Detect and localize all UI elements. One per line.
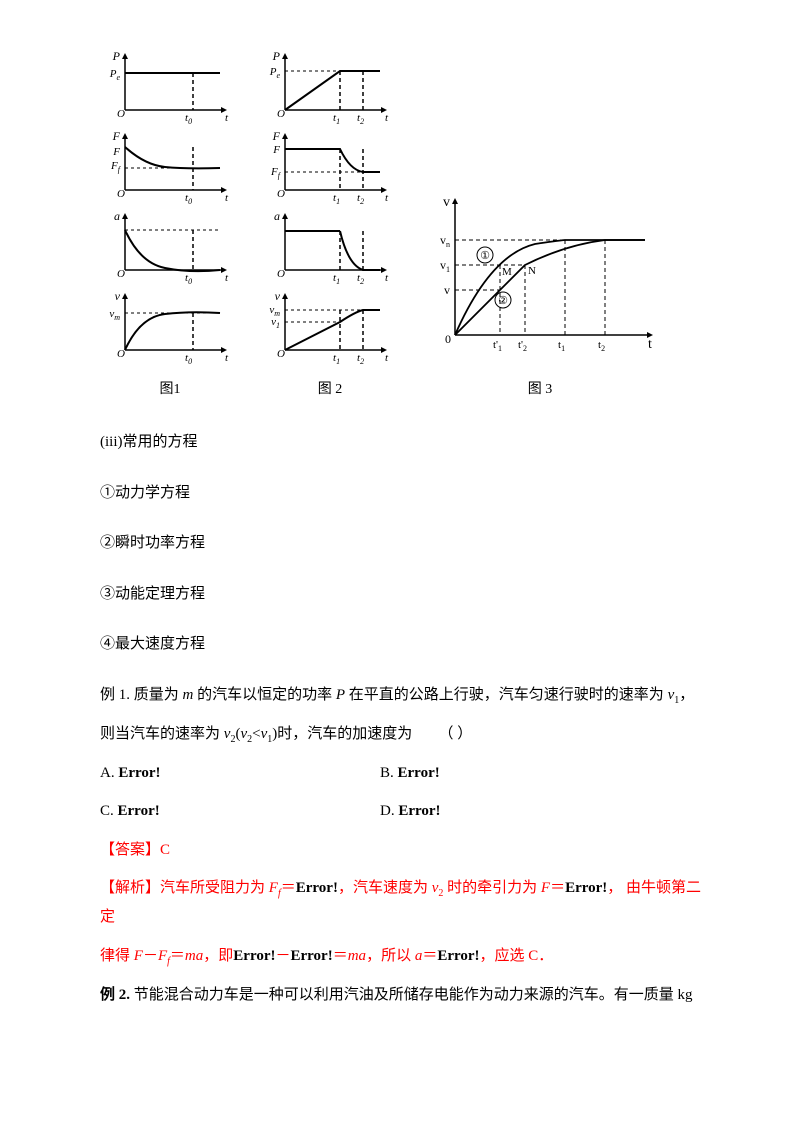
svg-text:t: t [385,192,389,204]
svg-text:O: O [277,188,285,200]
svg-text:v: v [443,195,450,210]
svg-text:t: t [385,112,389,124]
figures-row: P Pe O t t0 F F Ff O t [100,50,710,398]
svg-text:t: t [385,272,389,284]
example-1-line-1: 例 1. 质量为 m 的汽车以恒定的功率 P 在平直的公路上行驶，汽车匀速行驶时… [100,681,710,710]
svg-text:v: v [275,289,281,303]
svg-text:O: O [117,348,125,360]
svg-text:t: t [385,352,389,364]
svg-text:F: F [112,129,121,143]
svg-text:t1: t1 [333,352,340,366]
svg-text:Ff: Ff [270,166,282,180]
svg-text:t0: t0 [185,112,192,126]
svg-text:t2: t2 [357,352,364,366]
svg-text:v1: v1 [440,258,450,274]
svg-text:vm: vm [109,308,120,322]
svg-text:a: a [274,209,280,223]
svg-text:①: ① [480,250,490,262]
solution-line-1: 【解析】汽车所受阻力为 Ff＝Error!，汽车速度为 v2 时的牵引力为 F＝… [100,874,710,932]
solution-line-2: 律得 F－Ff＝ma，即Error!－Error!＝ma，所以 a＝Error!… [100,942,710,971]
figure-3: v t 0 vn v1 v t'1 t'2 t1 t2 [420,190,660,398]
svg-text:②: ② [498,295,508,307]
svg-text:v: v [115,289,121,303]
svg-text:F: F [272,144,280,156]
svg-text:P: P [112,50,121,63]
svg-text:0: 0 [445,332,451,346]
svg-text:O: O [117,268,125,280]
p-eq-2: ②瞬时功率方程 [100,529,710,558]
svg-text:t'2: t'2 [518,339,527,353]
svg-text:t0: t0 [185,192,192,206]
example-2: 例 2. 节能混合动力车是一种可以利用汽油及所储存电能作为动力来源的汽车。有一质… [100,981,710,1010]
svg-text:t0: t0 [185,272,192,286]
svg-text:t1: t1 [333,192,340,206]
svg-text:P: P [272,50,281,63]
svg-text:t: t [648,337,652,352]
example-1-line-2: 则当汽车的速率为 v2(v2<v1)时，汽车的加速度为 （ ） [100,720,710,749]
svg-text:F: F [272,129,281,143]
p-eq-3: ③动能定理方程 [100,580,710,609]
figure-1: P Pe O t t0 F F Ff O t [100,50,240,398]
figure-3-label: 图 3 [528,378,553,398]
svg-text:t1: t1 [558,339,565,353]
p-eq-4: ④最大速度方程 [100,630,710,659]
svg-text:N: N [528,265,536,277]
svg-text:vn: vn [440,233,450,249]
svg-text:O: O [117,108,125,120]
figure-2: P Pe O t t1 t2 F F Ff O t [260,50,400,398]
body-text: (iii)常用的方程 ①动力学方程 ②瞬时功率方程 ③动能定理方程 ④最大速度方… [100,428,710,1009]
svg-text:F: F [112,146,120,158]
figure-1-svg: P Pe O t t0 F F Ff O t [100,50,240,370]
svg-text:v: v [444,283,450,297]
svg-text:t2: t2 [357,192,364,206]
svg-text:t2: t2 [357,272,364,286]
p-iii: (iii)常用的方程 [100,428,710,457]
svg-text:a: a [114,209,120,223]
svg-text:t: t [225,192,229,204]
choices-row-1: A. Error! B. Error! [100,759,710,788]
choices-row-2: C. Error! D. Error! [100,797,710,826]
svg-text:O: O [277,268,285,280]
svg-text:O: O [277,108,285,120]
svg-text:t1: t1 [333,272,340,286]
svg-text:t: t [225,112,229,124]
answer-line: 【答案】C [100,836,710,865]
svg-text:M: M [502,266,512,278]
svg-text:t0: t0 [185,352,192,366]
svg-text:t2: t2 [357,112,364,126]
svg-text:t'1: t'1 [493,339,502,353]
figure-3-svg: v t 0 vn v1 v t'1 t'2 t1 t2 [420,190,660,370]
svg-text:Ff: Ff [110,160,122,174]
svg-text:t2: t2 [598,339,605,353]
svg-text:t: t [225,352,229,364]
p-eq-1: ①动力学方程 [100,479,710,508]
svg-text:O: O [277,348,285,360]
figure-2-svg: P Pe O t t1 t2 F F Ff O t [260,50,400,370]
figure-1-label: 图1 [160,378,181,398]
svg-text:Pe: Pe [269,66,281,80]
svg-text:t1: t1 [333,112,340,126]
svg-text:Pe: Pe [109,68,121,82]
svg-text:O: O [117,188,125,200]
svg-text:t: t [225,272,229,284]
svg-text:v1: v1 [271,316,280,330]
figure-2-label: 图 2 [318,378,343,398]
